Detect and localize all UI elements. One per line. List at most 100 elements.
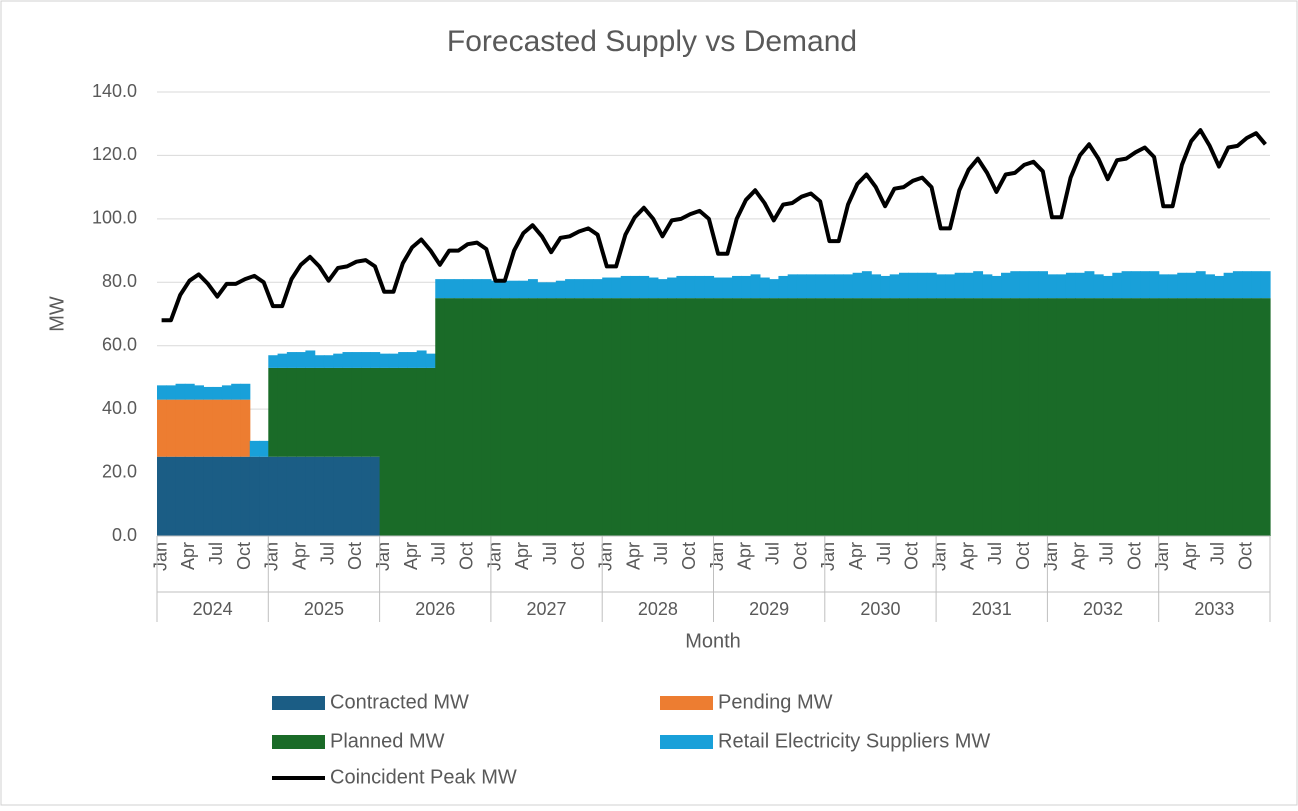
x-tick-label: Apr: [401, 542, 421, 570]
bar-segment: [490, 280, 501, 299]
x-tick-label: Jul: [1096, 542, 1116, 565]
bar-segment: [565, 279, 575, 299]
bar-segment: [583, 279, 594, 299]
x-tick-label: Oct: [345, 542, 365, 570]
chart-title: Forecasted Supply vs Demand: [447, 25, 857, 58]
bar-segment: [880, 275, 891, 299]
bar-segment: [778, 275, 789, 299]
x-tick-label: Jan: [1152, 542, 1172, 571]
bar-segment: [1205, 298, 1215, 536]
bar-segment: [1019, 298, 1030, 536]
bar-segment: [323, 367, 334, 457]
bar-segment: [648, 298, 659, 536]
bar-segment: [277, 456, 288, 536]
bar-segment: [834, 298, 844, 536]
bar-segment: [361, 367, 371, 457]
bar-segment: [268, 456, 279, 536]
bar-segment: [1251, 271, 1262, 299]
bar-segment: [1028, 298, 1039, 536]
bar-segment: [722, 298, 733, 536]
bar-segment: [472, 298, 483, 536]
bar-segment: [249, 440, 260, 457]
bar-segment: [1130, 298, 1141, 536]
bar-segment: [323, 456, 334, 536]
bar-segment: [333, 456, 344, 536]
bar-segment: [889, 298, 900, 536]
bar-segment: [963, 298, 974, 536]
x-tick-label: Apr: [846, 542, 866, 570]
bar-segment: [1214, 275, 1225, 299]
bar-segment: [973, 271, 984, 299]
bar-segment: [592, 279, 603, 299]
bar-segment: [490, 298, 501, 536]
bar-segment: [1075, 272, 1086, 299]
bar-segment: [926, 298, 937, 536]
bar-segment: [630, 275, 640, 299]
bar-segment: [861, 271, 872, 299]
bar-segment: [592, 298, 603, 536]
bar-segment: [787, 274, 798, 299]
bar-segment: [537, 282, 548, 299]
x-tick-label: Apr: [290, 542, 310, 570]
bar-segment: [787, 298, 798, 536]
bar-segment: [602, 277, 613, 299]
bar-segment: [843, 298, 854, 536]
bar-segment: [1065, 272, 1076, 299]
bar-segment: [398, 367, 409, 536]
bar-segment: [843, 274, 854, 299]
x-tick-label: Jan: [596, 542, 616, 571]
bar-segment: [917, 298, 928, 536]
bar-segment: [954, 272, 965, 299]
bar-segment: [565, 298, 575, 536]
bar-segment: [917, 272, 928, 299]
bar-segment: [361, 352, 371, 368]
bar-segment: [500, 298, 511, 536]
bar-segment: [1223, 272, 1234, 299]
bar-segment: [796, 274, 807, 299]
bar-segment: [351, 352, 362, 368]
bar-segment: [1177, 272, 1188, 299]
bar-segment: [194, 456, 204, 536]
x-tick-label: Jul: [206, 542, 226, 565]
x-tick-label: Oct: [902, 542, 922, 570]
bar-segment: [1242, 298, 1253, 536]
bar-segment: [1038, 271, 1048, 299]
bar-segment: [769, 279, 780, 299]
bar-segment: [796, 298, 807, 536]
bar-segment: [676, 298, 687, 536]
legend-label: Pending MW: [718, 691, 833, 713]
x-tick-label: Jan: [373, 542, 393, 571]
bar-segment: [416, 367, 427, 536]
bar-segment: [231, 456, 242, 536]
bar-segment: [704, 298, 715, 536]
legend-swatch: [660, 735, 713, 749]
bar-segment: [481, 279, 492, 299]
bar-segment: [1158, 274, 1169, 299]
bar-segment: [1149, 271, 1160, 299]
x-tick-label: Jul: [763, 542, 783, 565]
y-tick-label: 40.0: [102, 398, 137, 418]
x-tick-label: Jul: [985, 542, 1005, 565]
bar-segment: [722, 277, 733, 299]
bar-segment: [1223, 298, 1234, 536]
bar-segment: [815, 298, 826, 536]
x-tick-label: Jan: [484, 542, 504, 571]
bar-segment: [1121, 298, 1132, 536]
bar-segment: [750, 298, 761, 536]
bar-segment: [1084, 298, 1095, 536]
bar-segment: [639, 275, 650, 299]
bar-segment: [834, 274, 844, 299]
bar-segment: [1001, 298, 1011, 536]
x-tick-label: Apr: [735, 542, 755, 570]
bar-segment: [166, 399, 177, 457]
bar-segment: [509, 280, 520, 299]
x-group-label: 2030: [860, 599, 900, 619]
bar-segment: [991, 275, 1002, 299]
x-tick-label: Jul: [1208, 542, 1228, 565]
y-tick-label: 80.0: [102, 271, 137, 291]
bar-segment: [221, 399, 232, 457]
x-group-label: 2033: [1194, 599, 1234, 619]
bar-segment: [425, 353, 436, 368]
bar-segment: [806, 298, 817, 536]
bar-segment: [824, 298, 835, 536]
